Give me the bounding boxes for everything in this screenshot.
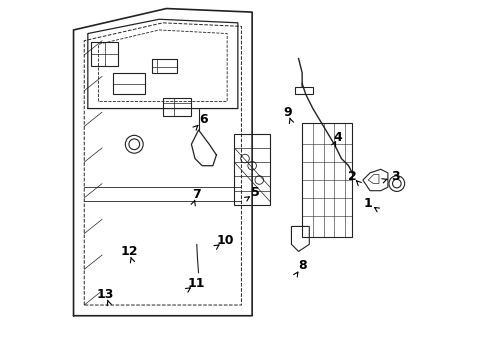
Text: 5: 5 — [251, 186, 260, 199]
Bar — [295, 87, 313, 94]
Text: 1: 1 — [364, 197, 372, 210]
Text: 9: 9 — [284, 105, 292, 119]
Text: 13: 13 — [97, 288, 114, 301]
Bar — [163, 98, 192, 116]
Bar — [113, 73, 145, 94]
Text: 3: 3 — [391, 170, 399, 183]
Bar — [92, 42, 118, 66]
Text: 2: 2 — [348, 170, 357, 183]
Text: 4: 4 — [334, 131, 342, 144]
Text: 12: 12 — [120, 245, 138, 258]
Text: 7: 7 — [193, 188, 201, 201]
Bar — [302, 123, 352, 237]
Bar — [152, 59, 177, 73]
Text: 10: 10 — [217, 234, 234, 247]
Bar — [234, 134, 270, 205]
Text: 11: 11 — [188, 277, 205, 290]
Text: 6: 6 — [199, 113, 208, 126]
Text: 8: 8 — [298, 259, 306, 272]
